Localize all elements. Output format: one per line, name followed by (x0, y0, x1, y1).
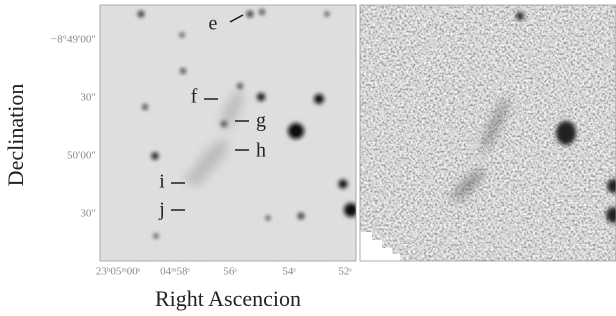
x-tick-label: 04ᵐ58ˢ (160, 266, 190, 278)
annotation: f (191, 86, 198, 108)
annotation: j (158, 199, 165, 221)
y-tick-label: −8°49′00″ (51, 34, 96, 46)
annotation: h (256, 140, 266, 162)
left-image (100, 5, 358, 261)
right-image (360, 5, 616, 261)
annotation: e (209, 13, 218, 35)
x-tick-label: 56ˢ (223, 266, 237, 278)
y-tick-label: 30″ (80, 92, 96, 104)
annotation: i (159, 171, 165, 193)
y-tick-label: 50′00″ (67, 150, 96, 162)
x-axis-label: Right Ascencion (155, 286, 301, 311)
x-tick-label: 52ˢ (338, 266, 352, 278)
figure: e f g h i j −8°49′00″ 30″ 50′00″ 30″ 23ʰ… (0, 0, 616, 316)
y-tick-label: 30″ (80, 208, 96, 220)
x-tick-label: 54ˢ (282, 266, 296, 278)
y-axis-label: Declination (3, 84, 28, 187)
x-tick-label: 23ʰ05ᵐ00ˢ (96, 266, 141, 278)
annotation: g (256, 110, 266, 132)
